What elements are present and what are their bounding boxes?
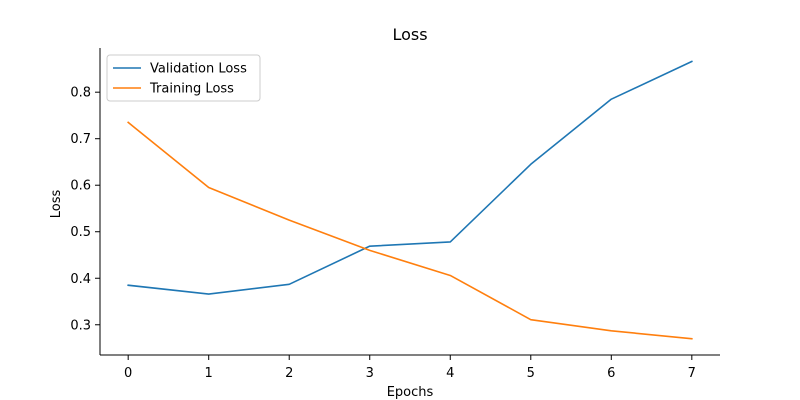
y-tick-label: 0.6 — [70, 179, 91, 194]
series-line-training-loss — [127, 121, 693, 340]
x-tick-label: 1 — [205, 366, 213, 381]
legend: Validation Loss Training Loss — [106, 54, 261, 102]
legend-box — [106, 54, 261, 102]
x-tick-label: 5 — [527, 366, 535, 381]
y-tick-label: 0.4 — [70, 272, 91, 287]
axes: 0 1 2 3 4 5 6 7 0.3 0.4 0.5 0.6 0.7 0.8 — [70, 48, 720, 381]
y-tick-label: 0.5 — [70, 225, 91, 240]
x-tick-label: 7 — [688, 366, 696, 381]
x-tick-label: 2 — [285, 366, 293, 381]
y-tick-label: 0.8 — [70, 86, 91, 101]
y-axis-label: Loss — [49, 190, 64, 219]
legend-entry: Training Loss — [149, 82, 234, 97]
y-tick-label: 0.3 — [70, 318, 91, 333]
x-axis-label: Epochs — [387, 385, 434, 400]
chart-title: Loss — [392, 25, 427, 44]
x-tick-label: 6 — [607, 366, 615, 381]
x-tick-label: 4 — [446, 366, 454, 381]
x-tick-label: 0 — [124, 366, 132, 381]
series-lines — [127, 60, 693, 340]
legend-entry: Validation Loss — [150, 62, 247, 77]
x-tick-label: 3 — [366, 366, 374, 381]
y-tick-label: 0.7 — [70, 132, 91, 147]
series-line-validation-loss — [127, 60, 693, 295]
